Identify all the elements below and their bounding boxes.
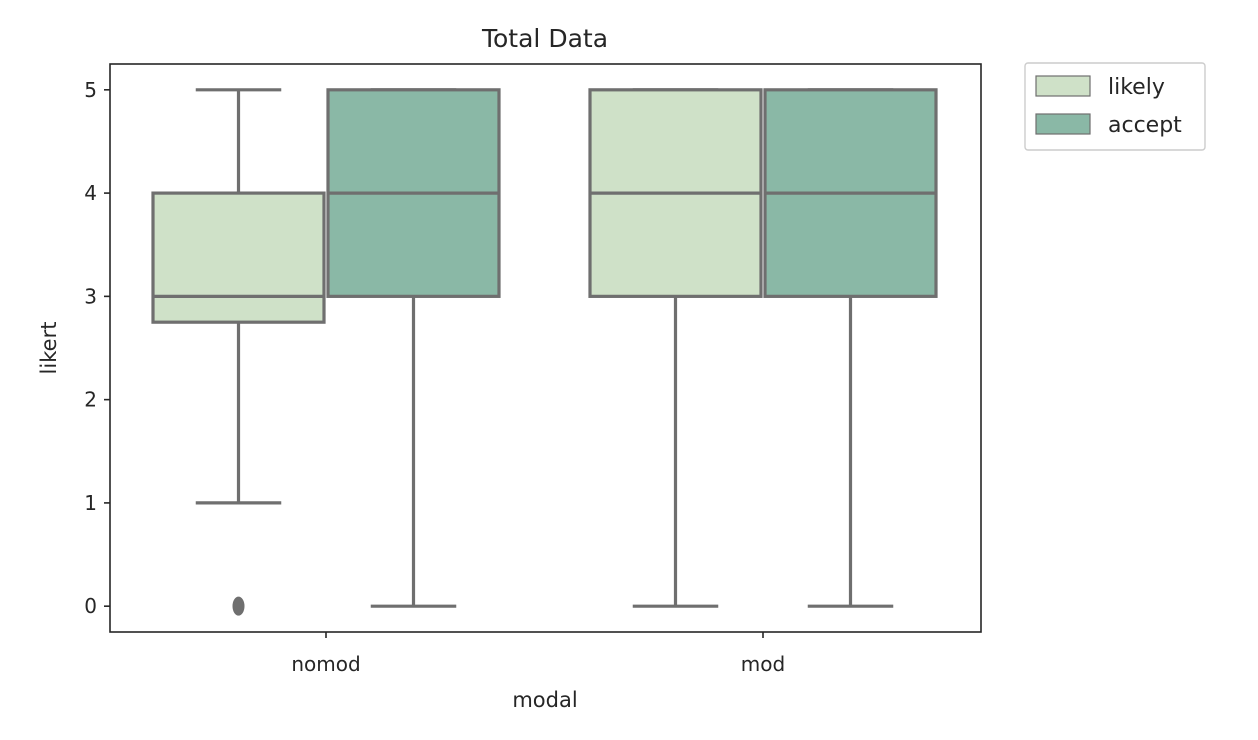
y-axis-label: likert [37,322,61,375]
y-tick-label-0: 0 [84,594,97,618]
plot-frame [109,63,982,633]
legend-label-accept: accept [1108,113,1182,138]
x-axis: nomod mod [291,632,785,676]
legend: likely accept [1024,62,1206,151]
x-tick-label-nomod: nomod [291,652,360,676]
box-accept-mod [763,88,938,608]
y-tick-label-1: 1 [84,491,97,515]
chart-title: Total Data [481,24,608,53]
plot-area [151,88,938,616]
x-tick-label-mod: mod [741,652,785,676]
y-axis: 0 1 2 3 4 5 [84,78,110,618]
box-body-likely-nomod [151,191,326,324]
outlier-likely-nomod-0 [232,596,245,616]
y-tick-label-2: 2 [84,388,97,412]
y-tick-label-3: 3 [84,284,97,308]
box-accept-nomod [326,88,501,608]
legend-swatch-accept [1035,113,1091,135]
y-tick-label-4: 4 [84,181,97,205]
box-likely-mod [588,88,763,608]
legend-label-likely: likely [1108,75,1165,100]
y-tick-label-5: 5 [84,78,97,102]
box-likely-nomod [151,88,326,616]
x-axis-label: modal [512,688,577,712]
legend-swatch-likely [1035,75,1091,97]
